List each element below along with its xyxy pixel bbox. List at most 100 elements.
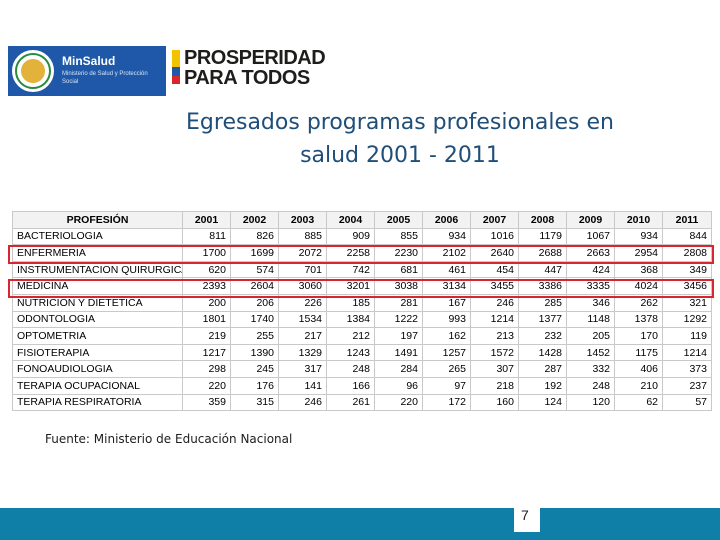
column-header: 2011	[662, 211, 712, 229]
graduates-cell: 317	[278, 360, 327, 378]
profession-cell: TERAPIA OCUPACIONAL	[12, 376, 183, 395]
profession-cell: ODONTOLOGIA	[12, 310, 183, 329]
graduates-cell: 826	[230, 227, 279, 246]
graduates-table: PROFESIÓN 2001 2002 2003 2004 2005 2006 …	[12, 211, 712, 412]
graduates-cell: 346	[566, 293, 615, 312]
graduates-cell: 220	[182, 376, 231, 395]
slide-title: Egresados programas profesionales en sal…	[130, 106, 670, 172]
graduates-cell: 1740	[230, 310, 279, 329]
graduates-cell: 681	[374, 260, 423, 279]
table-row: INSTRUMENTACION QUIRURGICA 620 574 701 742 68…	[12, 260, 712, 279]
graduates-cell: 287	[518, 360, 567, 378]
profession-cell: FISIOTERAPIA	[12, 343, 183, 362]
footer-bar	[0, 508, 720, 540]
graduates-cell: 62	[614, 393, 663, 412]
graduates-cell: 1243	[326, 343, 375, 362]
graduates-cell: 246	[278, 393, 327, 412]
graduates-cell: 321	[662, 293, 712, 312]
graduates-cell: 226	[278, 293, 327, 312]
highlight-medicina	[8, 279, 714, 298]
graduates-cell: 1534	[278, 310, 327, 329]
graduates-cell: 261	[326, 393, 375, 412]
graduates-cell: 197	[374, 327, 423, 345]
graduates-cell: 119	[662, 327, 712, 345]
graduates-cell: 210	[614, 376, 663, 395]
table-row: NUTRICION Y DIETETICA 200 206 226 185 281 167 2…	[12, 293, 712, 312]
graduates-cell: 811	[182, 227, 231, 246]
column-header: 2007	[470, 211, 519, 229]
graduates-cell: 97	[422, 376, 471, 395]
graduates-cell: 934	[614, 227, 663, 246]
graduates-cell: 315	[230, 393, 279, 412]
graduates-cell: 1428	[518, 343, 567, 362]
minsalud-subtitle: Ministerio de Salud y Protección Social	[62, 71, 148, 85]
graduates-cell: 1377	[518, 310, 567, 329]
graduates-cell: 218	[470, 376, 519, 395]
graduates-cell: 1292	[662, 310, 712, 329]
prosperidad-line1: PROSPERIDAD	[184, 47, 326, 69]
graduates-cell: 1390	[230, 343, 279, 362]
graduates-cell: 213	[470, 327, 519, 345]
graduates-cell: 4024	[614, 277, 663, 295]
graduates-cell: 1452	[566, 343, 615, 362]
title-line1: Egresados programas profesionales en	[186, 110, 614, 135]
column-header: 2010	[614, 211, 663, 229]
highlight-enfermeria	[8, 245, 714, 264]
prosperidad-line2: PARA TODOS	[184, 67, 310, 89]
minsalud-logo: MinSalud Ministerio de Salud y Protecció…	[8, 46, 166, 96]
colombia-flag-icon	[172, 50, 180, 84]
graduates-cell: 124	[518, 393, 567, 412]
graduates-cell: 248	[326, 360, 375, 378]
graduates-cell: 205	[566, 327, 615, 345]
graduates-cell: 2604	[230, 277, 279, 295]
graduates-cell: 1067	[566, 227, 615, 246]
column-header: 2008	[518, 211, 567, 229]
profession-cell: INSTRUMENTACION QUIRURGICA	[12, 260, 183, 279]
graduates-cell: 1491	[374, 343, 423, 362]
table-row: TERAPIA RESPIRATORIA 359 315 246 261 220 172 16…	[12, 393, 712, 412]
column-header: 2006	[422, 211, 471, 229]
table-row: ODONTOLOGIA 1801 1740 1534 1384 1222 993 1214 13…	[12, 310, 712, 329]
source-note: Fuente: Ministerio de Educación Nacional	[45, 432, 293, 446]
graduates-cell: 3038	[374, 277, 423, 295]
graduates-cell: 993	[422, 310, 471, 329]
graduates-cell: 1217	[182, 343, 231, 362]
column-header: 2003	[278, 211, 327, 229]
table-row: ENFERMERIA 1700 1699 2072 2258 2230 2102 2640 26…	[12, 244, 712, 262]
graduates-cell: 934	[422, 227, 471, 246]
graduates-cell: 3455	[470, 277, 519, 295]
slide-header: MinSalud Ministerio de Salud y Protecció…	[0, 38, 720, 98]
graduates-cell: 1572	[470, 343, 519, 362]
column-header: 2001	[182, 211, 231, 229]
graduates-cell: 255	[230, 327, 279, 345]
graduates-cell: 1378	[614, 310, 663, 329]
graduates-cell: 219	[182, 327, 231, 345]
graduates-cell: 176	[230, 376, 279, 395]
graduates-cell: 885	[278, 227, 327, 246]
table-row: OPTOMETRIA 219 255 217 212 197 162 213 232 205 170…	[12, 327, 712, 345]
graduates-cell: 3386	[518, 277, 567, 295]
table-row: BACTERIOLOGIA 811 826 885 909 855 934 1016 1179 1…	[12, 227, 712, 246]
graduates-cell: 742	[326, 260, 375, 279]
table-row: MEDICINA 2393 2604 3060 3201 3038 3134 3455 3386…	[12, 277, 712, 295]
graduates-cell: 160	[470, 393, 519, 412]
graduates-cell: 307	[470, 360, 519, 378]
graduates-table-image: PROFESIÓN 2001 2002 2003 2004 2005 2006 …	[12, 211, 712, 412]
graduates-cell: 855	[374, 227, 423, 246]
table-row: TERAPIA OCUPACIONAL 220 176 141 166 96 97 218 19…	[12, 376, 712, 395]
graduates-cell: 1384	[326, 310, 375, 329]
graduates-cell: 1222	[374, 310, 423, 329]
table-row: FONOAUDIOLOGIA 298 245 317 248 284 265 307 287 33…	[12, 360, 712, 378]
page-number-box	[514, 508, 540, 532]
column-header: PROFESIÓN	[12, 211, 183, 229]
graduates-cell: 1175	[614, 343, 663, 362]
graduates-cell: 192	[518, 376, 567, 395]
graduates-cell: 57	[662, 393, 712, 412]
graduates-cell: 141	[278, 376, 327, 395]
graduates-cell: 96	[374, 376, 423, 395]
graduates-cell: 220	[374, 393, 423, 412]
minsalud-name: MinSalud	[62, 54, 116, 68]
page-number: 7	[521, 507, 529, 523]
graduates-cell: 170	[614, 327, 663, 345]
graduates-cell: 1016	[470, 227, 519, 246]
